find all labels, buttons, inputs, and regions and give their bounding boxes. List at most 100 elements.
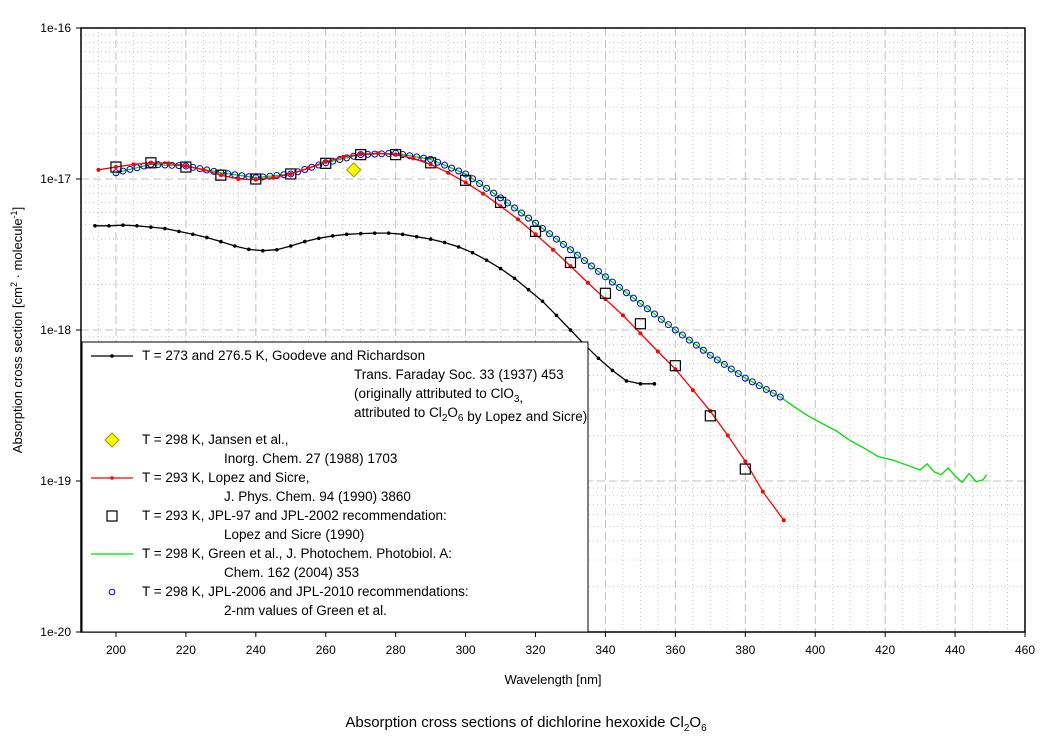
series-goodeve-point <box>107 223 111 228</box>
series-lopez-point <box>411 156 416 161</box>
series-jpl97-point <box>529 225 542 237</box>
series-jpl2006-point <box>504 199 512 207</box>
series-lopez-point <box>516 217 521 222</box>
series-lopez-point <box>638 331 643 336</box>
series-lopez-point <box>725 433 730 438</box>
series-goodeve-point <box>526 287 531 292</box>
series-jpl97-point <box>355 149 367 161</box>
series-jpl2006-point <box>671 326 679 334</box>
series-goodeve-point <box>330 234 335 238</box>
series-goodeve-point <box>177 229 181 234</box>
series-lopez-point <box>341 154 346 159</box>
series-jpl2006-point <box>741 374 749 382</box>
series-goodeve-point <box>414 234 419 239</box>
series-jpl97-point <box>215 169 227 181</box>
series-jpl2006-point <box>706 351 714 359</box>
legend-jpl2006-text: T = 298 K, JPL-2006 and JPL-2010 recomme… <box>142 584 469 599</box>
series-jpl97-point <box>250 173 262 185</box>
series-layer <box>93 149 988 523</box>
series-jpl97-point <box>494 196 507 208</box>
series-jpl2006-point <box>476 180 484 188</box>
series-jpl97-point <box>599 287 612 299</box>
series-lopez-point <box>393 152 398 157</box>
series-jpl2006-point <box>399 150 407 158</box>
series-goodeve-point <box>344 232 349 237</box>
series-jpl97-point <box>669 360 681 372</box>
series-goodeve-point <box>219 239 223 244</box>
series-jpl2006-point <box>720 360 728 368</box>
series-jpl2006-point <box>587 262 595 270</box>
series-jpl2006-point <box>483 184 491 192</box>
series-jpl2006-point <box>713 356 721 364</box>
series-jpl2006-point <box>168 161 176 169</box>
series-lopez-point <box>428 162 433 167</box>
series-jpl2006-point <box>259 173 267 181</box>
series-jpl2006-point <box>615 283 623 291</box>
series-jpl2006-point <box>546 230 554 238</box>
series-lopez-point <box>690 388 695 393</box>
series-jpl2006-point <box>126 165 134 173</box>
series-goodeve-point <box>400 232 405 237</box>
series-jpl2006-point <box>734 370 742 378</box>
series-goodeve-point <box>149 225 153 229</box>
series-lopez-point <box>620 313 625 318</box>
series-jpl2006-point <box>469 175 477 183</box>
series-jpl2006-point <box>594 267 602 275</box>
series-lopez-point <box>481 191 486 196</box>
legend-box <box>81 341 589 633</box>
series-goodeve-point <box>540 299 545 304</box>
series-goodeve-point <box>386 231 391 235</box>
series-jpl2006-point <box>154 161 162 169</box>
series-jpl2006-point <box>287 170 295 178</box>
series-goodeve-point <box>554 313 559 318</box>
y-tick-label: 1e-20 <box>40 625 71 639</box>
legend-jansen-marker <box>104 432 120 448</box>
series-jpl2006-point <box>664 321 672 329</box>
series-lopez-point <box>271 175 276 180</box>
series-jpl97-point <box>390 149 402 161</box>
x-axis: 200 220 240 260 280 300 320 340 360 380 400 420 440 4… <box>106 632 1035 657</box>
y-axis: 1e-20 1e-19 1e-18 1e-17 1e-16 <box>40 21 81 639</box>
series-lopez-point <box>358 152 363 157</box>
series-jpl2006-point <box>573 251 581 259</box>
y-axis-label: Absorption cross section [cm2 · molecule… <box>9 207 25 453</box>
series-jpl2006-point <box>455 167 463 175</box>
x-tick-label: 200 <box>106 643 126 657</box>
legend-green-text: Chem. 162 (2004) 353 <box>224 565 359 580</box>
series-goodeve-point <box>470 250 475 255</box>
series-goodeve-point <box>274 247 279 252</box>
series-lopez-point <box>201 167 206 172</box>
series-jpl2006-point <box>119 167 127 175</box>
series-jpl2006-point <box>336 156 344 164</box>
series-jpl2006-point <box>539 224 547 232</box>
series-lopez-point <box>533 232 538 237</box>
series-lopez-point <box>288 171 293 176</box>
series-jpl2006-point <box>601 273 609 281</box>
series-jpl97-point <box>110 161 122 173</box>
x-tick-label: 300 <box>456 643 476 657</box>
x-tick-label: 260 <box>316 643 336 657</box>
series-jpl2006-point <box>566 246 574 254</box>
x-tick-label: 380 <box>735 643 755 657</box>
legend-jpl2006-marker <box>108 588 116 596</box>
series-goodeve-point <box>568 328 573 332</box>
series-jpl2006-point <box>210 167 218 175</box>
series-lopez-line <box>98 152 785 521</box>
series-goodeve-point <box>302 239 307 244</box>
series-jpl2006-point <box>699 346 707 354</box>
x-tick-label: 440 <box>945 643 965 657</box>
series-jpl2006-point <box>580 257 588 265</box>
series-jpl97-point <box>425 157 437 169</box>
legend-lopez-marker <box>110 476 114 480</box>
series-jpl97-point <box>634 318 647 330</box>
series-jpl2006-point <box>559 240 567 248</box>
series-jpl2006-point <box>636 299 644 307</box>
series-lopez-point <box>148 160 153 165</box>
legend-lopez-text: J. Phys. Chem. 94 (1990) 3860 <box>224 489 411 504</box>
x-tick-label: 240 <box>246 643 266 657</box>
legend-green-text: T = 298 K, Green et al., J. Photochem. P… <box>142 546 452 561</box>
series-lopez-point <box>183 163 188 168</box>
series-goodeve-point <box>498 266 503 271</box>
x-tick-label: 420 <box>875 643 895 657</box>
